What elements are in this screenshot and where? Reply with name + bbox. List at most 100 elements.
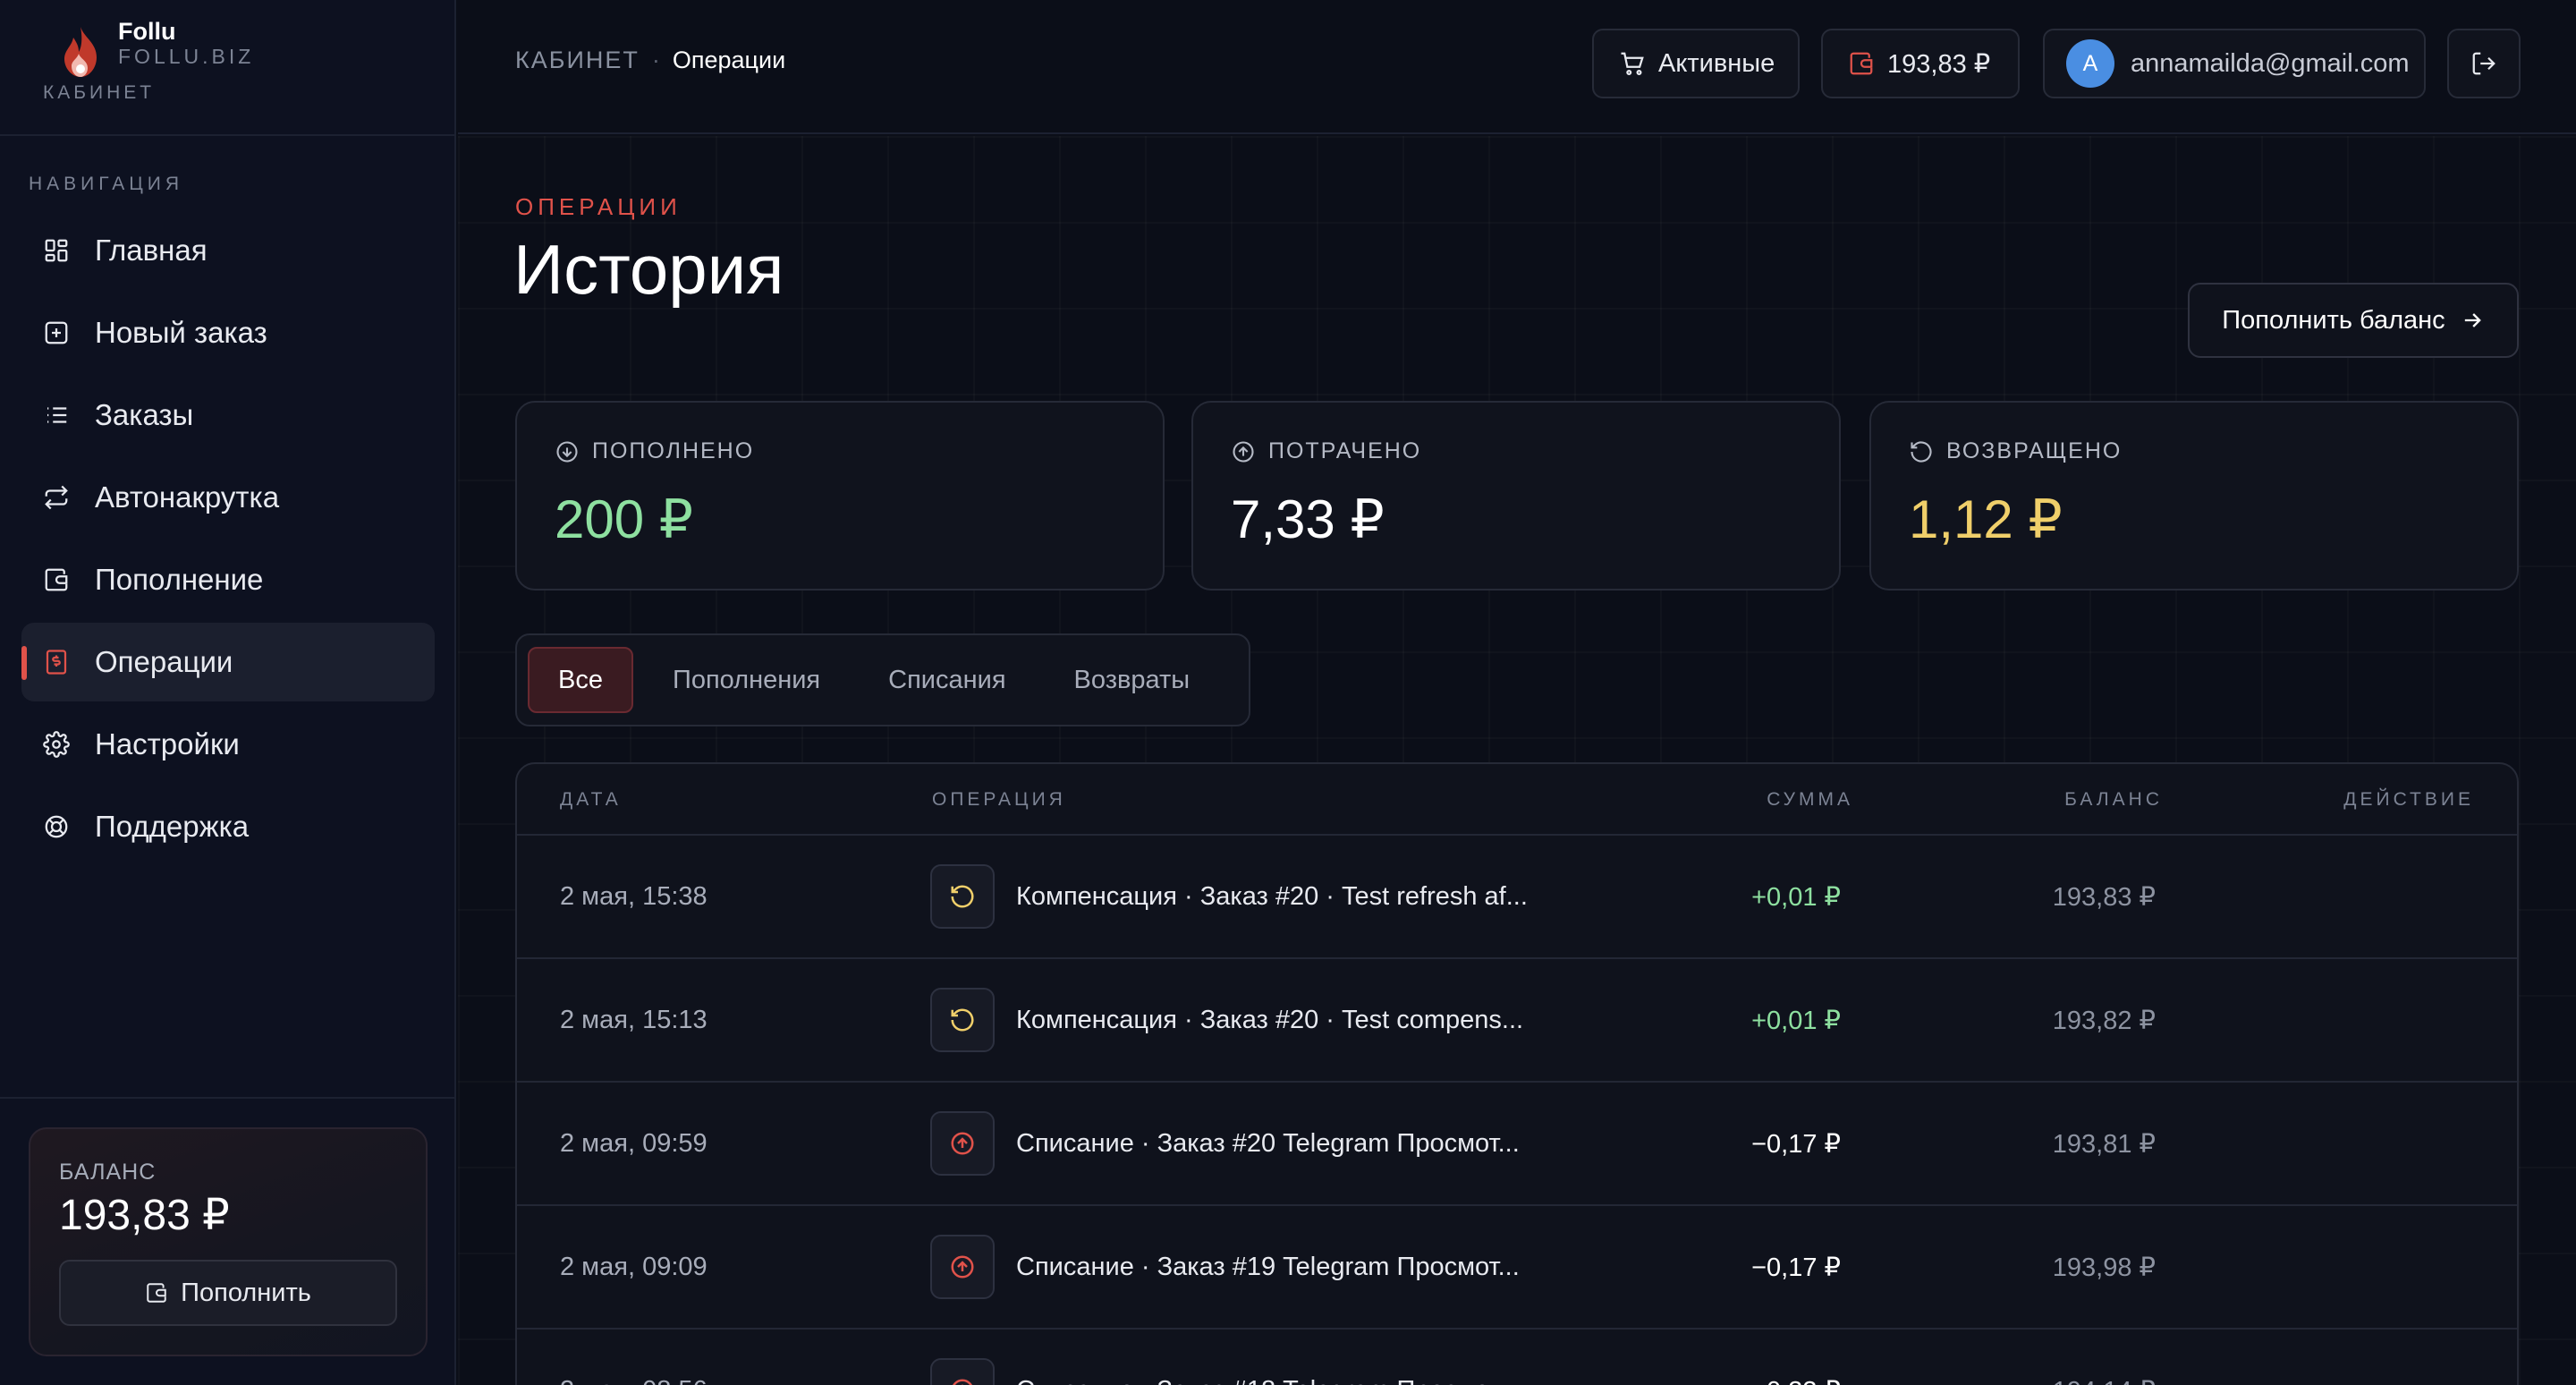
stat-card-refunded: ВОЗВРАЩЕНО 1,12 ₽ bbox=[1869, 401, 2519, 591]
sidebar-item-support[interactable]: Поддержка bbox=[21, 787, 435, 866]
lifebuoy-icon bbox=[41, 811, 72, 842]
sidebar-item-orders[interactable]: Заказы bbox=[21, 376, 435, 455]
receipt-icon bbox=[41, 647, 72, 677]
breadcrumb-separator: · bbox=[651, 47, 660, 73]
operations-table: ДАТА ОПЕРАЦИЯ СУММА БАЛАНС ДЕЙСТВИЕ 2 ма… bbox=[515, 762, 2519, 1385]
breadcrumb-root[interactable]: КАБИНЕТ bbox=[515, 47, 640, 73]
row-sum: −0,33 ₽ bbox=[1751, 1330, 1841, 1385]
button-label: Активные bbox=[1658, 48, 1775, 78]
wallet-icon bbox=[145, 1281, 168, 1304]
sidebar-nav: Главная Новый заказ Заказы Автонакрутка … bbox=[21, 211, 435, 870]
balance-label: БАЛАНС bbox=[59, 1160, 157, 1185]
row-sum: −0,17 ₽ bbox=[1751, 1253, 1841, 1282]
logout-icon bbox=[2470, 50, 2497, 77]
sidebar-balance-card: БАЛАНС 193,83 ₽ Пополнить bbox=[29, 1127, 428, 1356]
row-operation: Компенсация · Заказ #20 · Test refresh a… bbox=[1016, 881, 1528, 911]
avatar: A bbox=[2066, 39, 2114, 88]
stat-card-deposited: ПОПОЛНЕНО 200 ₽ bbox=[515, 401, 1165, 591]
filter-tabs: Все Пополнения Списания Возвраты bbox=[515, 633, 1250, 726]
tab-charges[interactable]: Списания bbox=[888, 665, 1006, 694]
row-balance: 193,83 ₽ bbox=[2052, 882, 2156, 912]
button-label: Пополнить bbox=[181, 1278, 311, 1307]
table-row[interactable]: 2 мая, 09:59 Списание · Заказ #20 Telegr… bbox=[517, 1083, 2517, 1206]
stat-value: 7,33 ₽ bbox=[1231, 489, 1385, 549]
table-row[interactable]: 2 мая, 08:56 Списание · Заказ #18 Telegr… bbox=[517, 1330, 2517, 1385]
arrow-up-circle-icon bbox=[1231, 439, 1256, 464]
sidebar-item-label: Поддержка bbox=[95, 810, 250, 843]
row-operation: Списание · Заказ #18 Telegram Просмот... bbox=[1016, 1376, 1520, 1385]
gear-icon bbox=[41, 729, 72, 760]
row-date: 2 мая, 15:38 bbox=[560, 881, 708, 911]
row-sum: +0,01 ₽ bbox=[1751, 882, 1841, 912]
breadcrumb-current: Операции bbox=[672, 47, 786, 73]
refund-icon bbox=[930, 988, 995, 1052]
main-content: ОПЕРАЦИИ История Пополнить баланс ПОПОЛН… bbox=[458, 136, 2576, 1385]
row-operation: Списание · Заказ #19 Telegram Просмот... bbox=[1016, 1252, 1520, 1281]
page-title: История bbox=[513, 230, 784, 309]
brand-domain: FOLLU.BIZ bbox=[118, 45, 255, 68]
breadcrumb: КАБИНЕТ · Операции bbox=[515, 47, 785, 74]
sidebar-item-home[interactable]: Главная bbox=[21, 211, 435, 290]
brand-subtitle: КАБИНЕТ bbox=[43, 82, 156, 103]
row-date: 2 мая, 15:13 bbox=[560, 1005, 708, 1034]
cart-icon bbox=[1619, 50, 1646, 77]
arrow-right-icon bbox=[2460, 308, 2485, 333]
header-balance-button[interactable]: 193,83 ₽ bbox=[1821, 29, 2020, 98]
row-date: 2 мая, 09:09 bbox=[560, 1252, 708, 1281]
user-email: annamailda@gmail.com bbox=[2131, 48, 2410, 78]
row-sum: +0,01 ₽ bbox=[1751, 1006, 1841, 1035]
row-operation: Списание · Заказ #20 Telegram Просмот... bbox=[1016, 1128, 1520, 1158]
header-balance-value: 193,83 ₽ bbox=[1887, 49, 1991, 79]
column-header-sum: СУММА bbox=[1767, 789, 1853, 810]
table-row[interactable]: 2 мая, 15:13 Компенсация · Заказ #20 · T… bbox=[517, 959, 2517, 1083]
sidebar-item-settings[interactable]: Настройки bbox=[21, 705, 435, 784]
stat-label: ПОПОЛНЕНО bbox=[592, 438, 755, 463]
table-row[interactable]: 2 мая, 09:09 Списание · Заказ #19 Telegr… bbox=[517, 1206, 2517, 1330]
sidebar-item-label: Операции bbox=[95, 645, 233, 678]
row-date: 2 мая, 09:59 bbox=[560, 1128, 708, 1158]
divider bbox=[0, 134, 456, 136]
arrow-down-circle-icon bbox=[555, 439, 580, 464]
sidebar-item-label: Новый заказ bbox=[95, 316, 267, 349]
brand[interactable]: Follu FOLLU.BIZ КАБИНЕТ bbox=[41, 18, 435, 107]
arrow-up-circle-icon bbox=[930, 1111, 995, 1176]
row-balance: 193,98 ₽ bbox=[2052, 1253, 2156, 1282]
logout-button[interactable] bbox=[2447, 29, 2521, 98]
arrow-up-circle-icon bbox=[930, 1358, 995, 1385]
row-balance: 193,82 ₽ bbox=[2052, 1006, 2156, 1035]
sidebar-item-label: Заказы bbox=[95, 398, 194, 431]
user-menu-button[interactable]: A annamailda@gmail.com bbox=[2043, 29, 2426, 98]
tab-refunds[interactable]: Возвраты bbox=[1073, 665, 1191, 694]
row-date: 2 мая, 08:56 bbox=[560, 1330, 708, 1385]
column-header-date: ДАТА bbox=[560, 789, 622, 810]
top-header: КАБИНЕТ · Операции Активные 193,83 ₽ A a… bbox=[458, 0, 2576, 134]
stat-value: 1,12 ₽ bbox=[1909, 489, 2063, 549]
tab-all[interactable]: Все bbox=[528, 647, 633, 713]
repeat-icon bbox=[41, 482, 72, 513]
balance-value: 193,83 ₽ bbox=[59, 1192, 230, 1239]
brand-name: Follu bbox=[118, 18, 176, 45]
sidebar-item-new-order[interactable]: Новый заказ bbox=[21, 293, 435, 372]
sidebar-topup-button[interactable]: Пополнить bbox=[59, 1260, 397, 1326]
sidebar-item-label: Настройки bbox=[95, 727, 240, 760]
topup-balance-button[interactable]: Пополнить баланс bbox=[2188, 283, 2519, 358]
refund-icon bbox=[1909, 439, 1934, 464]
table-row[interactable]: 2 мая, 15:38 Компенсация · Заказ #20 · T… bbox=[517, 836, 2517, 959]
row-sum: −0,17 ₽ bbox=[1751, 1129, 1841, 1159]
sidebar-item-operations[interactable]: Операции bbox=[21, 623, 435, 701]
nav-title: НАВИГАЦИЯ bbox=[29, 174, 184, 194]
wallet-icon bbox=[41, 565, 72, 595]
stat-label: ПОТРАЧЕНО bbox=[1268, 438, 1422, 463]
column-header-balance: БАЛАНС bbox=[2064, 789, 2163, 810]
column-header-action: ДЕЙСТВИЕ bbox=[2343, 789, 2474, 810]
sidebar-item-autoboost[interactable]: Автонакрутка bbox=[21, 458, 435, 537]
stat-label: ВОЗВРАЩЕНО bbox=[1946, 438, 2123, 463]
wallet-icon bbox=[1848, 50, 1875, 77]
button-label: Пополнить баланс bbox=[2222, 305, 2445, 335]
sidebar-item-topup[interactable]: Пополнение bbox=[21, 540, 435, 619]
refund-icon bbox=[930, 864, 995, 929]
row-balance: 194,14 ₽ bbox=[2053, 1330, 2156, 1385]
tab-deposits[interactable]: Пополнения bbox=[672, 665, 821, 694]
active-orders-button[interactable]: Активные bbox=[1592, 29, 1800, 98]
column-header-operation: ОПЕРАЦИЯ bbox=[932, 789, 1066, 810]
